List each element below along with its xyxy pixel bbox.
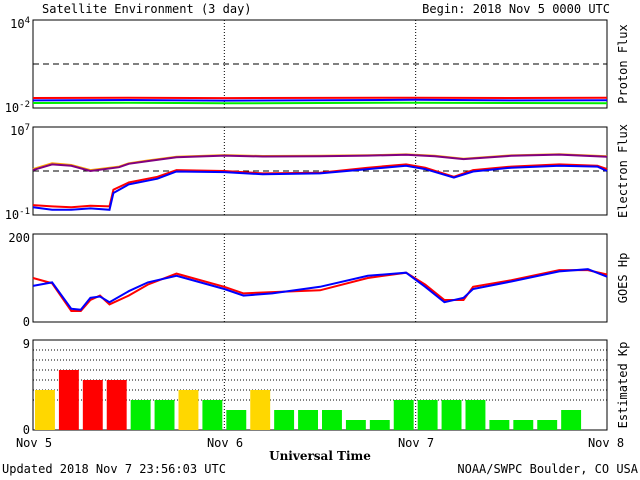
updated-timestamp: Updated 2018 Nov 7 23:56:03 UTC [2,462,226,476]
kp-bar [489,420,510,430]
kp-bar [274,410,295,430]
proton-frame [32,19,608,109]
x-tick-nov6: Nov 6 [207,436,243,450]
proton-ytick-exponent: 4 [25,16,30,26]
kp-ylabel: Estimated Kp [616,342,630,429]
proton-ylabel: Proton Flux [616,24,630,103]
electron-ylabel: Electron Flux [616,124,630,218]
kp-bar [58,370,79,430]
kp-bar [82,380,103,430]
electron-ytick-exponent: 7 [25,123,30,133]
electron-series-red [32,163,608,209]
electron-frame [32,126,608,216]
goes_hp-series-blue [32,268,608,311]
kp-bar [202,400,223,430]
goes_hp-panel: 200 0 GOES Hp [8,231,630,329]
kp-bar [369,420,390,430]
credit-text: NOAA/SWPC Boulder, CO USA [457,462,638,476]
goes_hp-ytick-top: 200 [8,231,30,245]
proton-ytick-exponent: -2 [19,100,30,110]
proton-series-green [32,101,608,105]
kp-bar [298,410,318,430]
begin-time: Begin: 2018 Nov 5 0000 UTC [422,2,610,16]
kp-bar [130,400,151,430]
kp-bar [322,410,342,430]
kp-bar [345,420,366,430]
kp-bar [178,390,199,430]
kp-panel: 9 0 Estimated Kp [23,337,630,437]
electron-series-blue [32,164,608,211]
proton-panel: 104 10-2 Proton Flux [5,16,630,115]
kp-bar [393,400,414,430]
kp-bar [441,400,462,430]
electron-series-purple [32,153,608,173]
kp-bar [154,400,175,430]
goes_hp-series-red [32,269,608,312]
proton-ytick-bottom: 10-2 [5,100,30,115]
kp-ytick-bottom: 0 [23,423,30,437]
x-tick-nov7: Nov 7 [398,436,434,450]
kp-bar [226,410,247,430]
electron-ytick-exponent: -1 [19,207,30,217]
electron-ytick-bottom: 10-1 [5,207,30,222]
electron-panel: 107 10-1 Electron Flux [5,123,630,222]
x-axis-label: Universal Time [269,449,371,463]
kp-bar [35,390,55,430]
x-tick-nov5: Nov 5 [16,436,52,450]
kp-bar [513,420,534,430]
kp-bar [106,380,127,430]
proton-series-blue [32,98,608,102]
x-tick-nov8: Nov 8 [588,436,624,450]
kp-bar [250,390,271,430]
kp-ytick-top: 9 [23,337,30,351]
electron-ytick-top: 107 [10,123,30,138]
goes_hp-ylabel: GOES Hp [616,253,630,304]
kp-frame [32,339,608,431]
kp-bar [561,410,582,430]
kp-bar [537,420,558,430]
goes_hp-ytick-bottom: 0 [23,315,30,329]
chart-title: Satellite Environment (3 day) [42,2,252,16]
kp-bar [417,400,438,430]
proton-ytick-top: 104 [10,16,30,31]
panels: 104 10-2 Proton Flux 107 10-1 Electron Flux 20… [5,16,630,437]
kp-bar [465,400,486,430]
